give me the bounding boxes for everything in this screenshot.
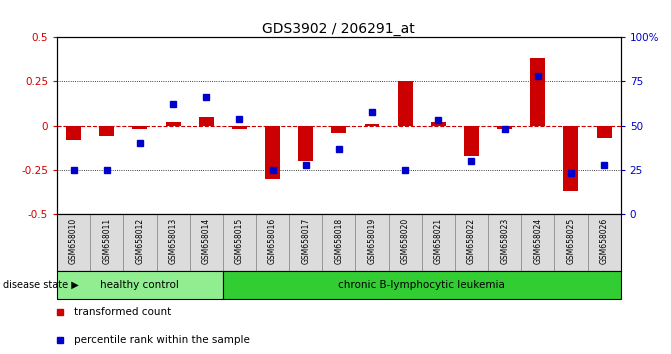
Bar [455,214,488,271]
Text: GSM658010: GSM658010 [69,218,78,264]
Text: GSM658015: GSM658015 [235,218,244,264]
Title: GDS3902 / 206291_at: GDS3902 / 206291_at [262,22,415,36]
Text: GSM658024: GSM658024 [533,218,542,264]
Text: GSM658021: GSM658021 [434,218,443,264]
Text: GSM658017: GSM658017 [301,218,310,264]
Bar [256,214,289,271]
Text: GSM658025: GSM658025 [566,218,576,264]
Text: disease state ▶: disease state ▶ [3,280,79,290]
Bar [90,214,123,271]
Text: GSM658019: GSM658019 [368,218,376,264]
Text: GSM658026: GSM658026 [600,218,609,264]
Bar [389,214,422,271]
Text: GSM658020: GSM658020 [401,218,410,264]
Bar [464,126,479,156]
Bar [497,126,512,129]
Text: transformed count: transformed count [74,307,171,317]
Bar [521,214,554,271]
Bar [588,214,621,271]
Bar [331,126,346,133]
Bar [66,126,81,140]
Bar [99,126,114,136]
Bar [530,58,546,126]
Bar [597,126,611,138]
Bar [431,122,446,126]
Text: GSM658014: GSM658014 [202,218,211,264]
Bar [57,271,223,299]
Bar [132,126,148,129]
Text: percentile rank within the sample: percentile rank within the sample [74,335,250,345]
Bar [199,117,213,126]
Bar [298,126,313,161]
Text: GSM658022: GSM658022 [467,218,476,264]
Text: chronic B-lymphocytic leukemia: chronic B-lymphocytic leukemia [338,280,505,290]
Bar [554,214,588,271]
Bar [488,214,521,271]
Bar [190,214,223,271]
Bar [223,214,256,271]
Bar [123,214,156,271]
Text: GSM658016: GSM658016 [268,218,277,264]
Bar [289,214,322,271]
Bar [166,122,180,126]
Bar [422,214,455,271]
Text: GSM658013: GSM658013 [168,218,178,264]
Text: GSM658012: GSM658012 [136,218,144,264]
Bar [356,214,389,271]
Bar [398,81,413,126]
Bar [364,124,380,126]
Bar [322,214,356,271]
Text: GSM658011: GSM658011 [102,218,111,264]
Bar [232,126,247,129]
Bar [265,126,280,179]
Bar [564,126,578,191]
Bar [156,214,190,271]
Text: healthy control: healthy control [101,280,179,290]
Bar [57,214,90,271]
Bar [223,271,621,299]
Text: GSM658018: GSM658018 [334,218,344,264]
Text: GSM658023: GSM658023 [500,218,509,264]
